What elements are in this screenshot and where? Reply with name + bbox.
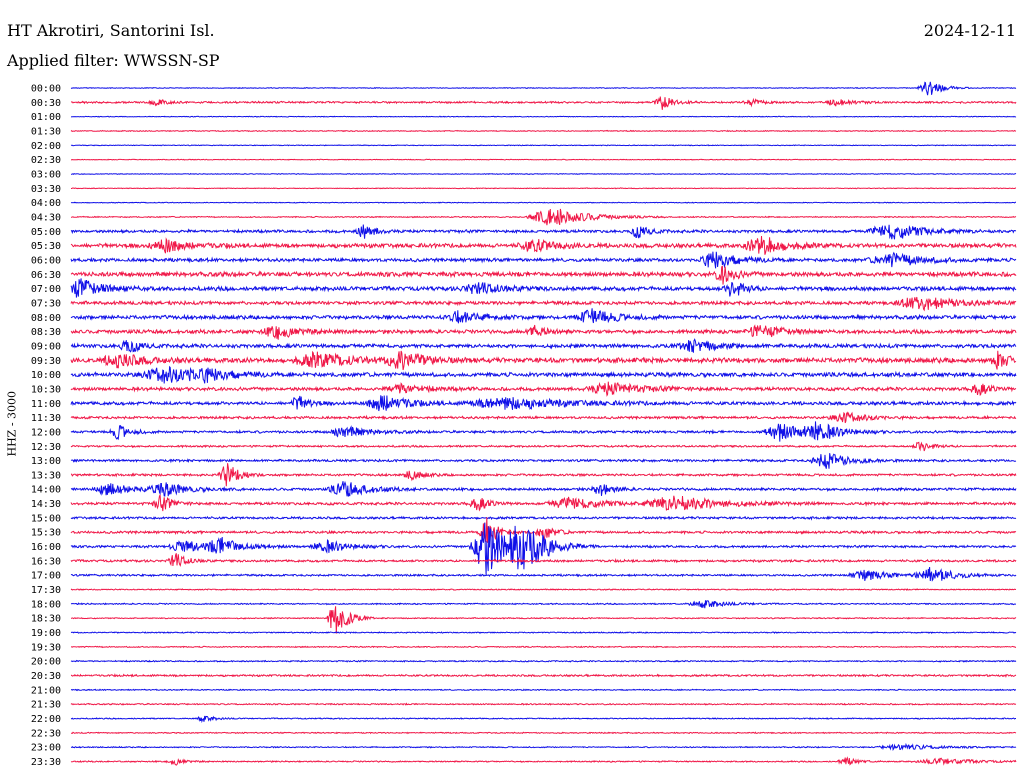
seismic-trace-2230 (71, 731, 1017, 735)
time-tick-label: 20:00 (31, 657, 61, 668)
time-tick-label: 05:00 (31, 227, 61, 238)
seismic-trace-0400 (70, 201, 1016, 204)
time-tick-label: 13:00 (31, 456, 61, 467)
seismic-trace-1830 (71, 606, 1017, 634)
seismic-trace-1500 (70, 515, 1017, 521)
time-tick-label: 19:00 (31, 628, 61, 639)
time-tick-label: 12:00 (31, 427, 61, 438)
time-tick-label: 07:00 (31, 284, 61, 295)
seismic-trace-2000 (70, 659, 1017, 663)
seismic-trace-1400 (70, 480, 1017, 497)
seismic-trace-1130 (70, 411, 1017, 424)
time-tick-label: 21:00 (31, 685, 61, 696)
time-tick-label: 15:30 (31, 528, 61, 539)
seismic-trace-0100 (70, 115, 1017, 118)
time-tick-label: 04:00 (31, 198, 61, 209)
time-tick-label: 05:30 (31, 241, 61, 252)
time-tick-label: 06:30 (31, 270, 61, 281)
time-tick-label: 03:30 (31, 184, 61, 195)
seismic-trace-0900 (70, 338, 1017, 353)
seismic-trace-1300 (70, 453, 1017, 469)
seismic-trace-2100 (70, 688, 1017, 692)
time-tick-label: 02:00 (31, 141, 61, 152)
time-tick-label: 11:00 (31, 399, 61, 410)
date-label: 2024-12-11 (923, 21, 1016, 40)
seismic-trace-1930 (70, 645, 1017, 649)
seismic-trace-0930 (70, 350, 1017, 371)
seismic-trace-0500 (70, 224, 1017, 240)
seismic-trace-0200 (70, 144, 1017, 147)
seismic-trace-0430 (71, 208, 1017, 226)
time-tick-label: 20:30 (31, 671, 61, 682)
seismic-trace-1200 (70, 421, 1017, 442)
time-tick-label: 06:00 (31, 255, 61, 266)
seismic-trace-1230 (70, 441, 1017, 452)
time-tick-label: 18:30 (31, 614, 61, 625)
seismic-trace-2330 (70, 756, 1017, 766)
seismic-trace-0530 (70, 235, 1017, 255)
seismic-trace-0230 (70, 158, 1017, 161)
time-tick-label: 00:00 (31, 84, 61, 95)
time-tick-label: 23:30 (31, 757, 61, 768)
time-tick-label: 01:30 (31, 126, 61, 137)
time-tick-label: 16:00 (31, 542, 61, 553)
time-tick-label: 17:00 (31, 571, 61, 582)
seismic-trace-2130 (70, 702, 1017, 706)
time-tick-label: 10:30 (31, 384, 61, 395)
seismic-trace-1330 (70, 463, 1017, 487)
seismic-trace-1630 (70, 553, 1017, 567)
time-tick-label: 07:30 (31, 298, 61, 309)
station-title: HT Akrotiri, Santorini Isl. (7, 21, 215, 40)
time-tick-label: 22:00 (31, 714, 61, 725)
seismic-trace-2300 (70, 742, 1017, 751)
seismic-trace-1100 (70, 395, 1017, 412)
seismic-trace-1430 (70, 494, 1017, 512)
seismic-trace-0300 (71, 172, 1017, 176)
time-tick-label: 09:30 (31, 356, 61, 367)
seismic-trace-1700 (70, 566, 1017, 582)
time-tick-label: 03:00 (31, 169, 61, 180)
time-tick-label: 11:30 (31, 413, 61, 424)
time-tick-label: 09:00 (31, 341, 61, 352)
seismic-trace-0600 (70, 251, 1017, 269)
seismic-trace-0800 (70, 308, 1017, 324)
time-tick-label: 13:30 (31, 470, 61, 481)
time-tick-label: 15:00 (31, 513, 61, 524)
seismic-trace-0030 (70, 96, 1017, 110)
filter-label: Applied filter: WWSSN-SP (7, 51, 220, 70)
time-tick-label: 04:30 (31, 212, 61, 223)
time-tick-label: 02:30 (31, 155, 61, 166)
time-tick-label: 18:00 (31, 599, 61, 610)
seismic-trace-0630 (70, 265, 1017, 285)
seismic-trace-0130 (70, 129, 1017, 133)
seismic-trace-0700 (70, 278, 1017, 298)
seismic-trace-1600 (70, 522, 1017, 576)
seismic-trace-0730 (70, 296, 1017, 312)
seismic-trace-1000 (70, 365, 1017, 384)
seismic-trace-1800 (70, 600, 1016, 609)
time-tick-label: 16:30 (31, 556, 61, 567)
time-tick-label: 00:30 (31, 98, 61, 109)
time-tick-label: 08:30 (31, 327, 61, 338)
seismic-trace-0830 (70, 324, 1017, 340)
seismic-trace-2200 (70, 715, 1016, 724)
time-tick-label: 23:00 (31, 743, 61, 754)
seismic-trace-2030 (70, 673, 1017, 678)
time-tick-label: 19:30 (31, 642, 61, 653)
time-tick-label: 14:00 (31, 485, 61, 496)
seismic-trace-0000 (70, 81, 1017, 96)
seismic-trace-1900 (70, 631, 1017, 634)
seismic-trace-1730 (70, 588, 1017, 591)
time-tick-label: 12:30 (31, 442, 61, 453)
time-tick-label: 21:30 (31, 700, 61, 711)
seismic-trace-1030 (70, 381, 1017, 397)
time-tick-label: 08:00 (31, 313, 61, 324)
time-tick-label: 01:00 (31, 112, 61, 123)
time-tick-label: 22:30 (31, 728, 61, 739)
time-tick-label: 14:30 (31, 499, 61, 510)
time-tick-label: 10:00 (31, 370, 61, 381)
time-tick-label: 17:30 (31, 585, 61, 596)
seismic-trace-0330 (71, 187, 1017, 190)
